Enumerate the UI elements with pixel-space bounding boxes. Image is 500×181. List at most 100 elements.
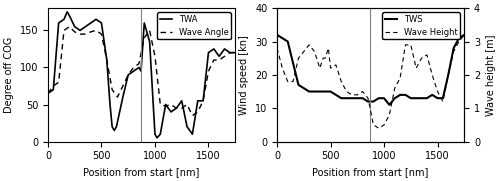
Wave Height xyxy=(333,64,339,66)
Wave Angle xyxy=(104,59,110,61)
Wave Height xyxy=(312,50,318,53)
TWS xyxy=(284,40,290,43)
TWA xyxy=(136,66,142,69)
Line: TWA: TWA xyxy=(48,12,235,138)
TWA xyxy=(112,129,117,132)
TWS xyxy=(338,97,344,99)
TWS xyxy=(424,97,430,99)
TWA xyxy=(109,126,115,128)
Wave Height xyxy=(434,90,440,93)
TWA xyxy=(88,22,94,24)
TWS xyxy=(408,97,414,99)
Wave Angle xyxy=(222,55,228,57)
Wave Angle xyxy=(125,74,131,76)
Wave Height xyxy=(365,97,371,99)
TWA xyxy=(130,70,136,72)
TWS xyxy=(397,94,403,96)
Wave Height xyxy=(301,50,307,53)
Wave Angle xyxy=(93,29,99,31)
TWA xyxy=(152,133,158,135)
TWS xyxy=(413,97,419,99)
TWA xyxy=(125,74,131,76)
Wave Angle xyxy=(184,103,190,106)
Wave Angle xyxy=(120,85,126,87)
TWS xyxy=(450,47,456,49)
Legend: TWS, Wave Height: TWS, Wave Height xyxy=(382,12,460,39)
TWS xyxy=(280,37,285,39)
TWA xyxy=(190,133,196,135)
Wave Height xyxy=(290,80,296,83)
TWA xyxy=(184,126,190,128)
TWA xyxy=(50,89,56,91)
TWA xyxy=(232,52,238,54)
Wave Angle xyxy=(88,31,94,33)
Wave Height xyxy=(354,94,360,96)
Wave Height xyxy=(392,87,398,89)
Wave Angle xyxy=(168,103,174,106)
TWS xyxy=(354,97,360,99)
TWA xyxy=(114,126,119,128)
TWS xyxy=(365,100,371,103)
Wave Angle xyxy=(98,33,104,35)
Wave Height xyxy=(402,44,408,46)
TWS xyxy=(312,90,318,93)
Wave Height xyxy=(320,57,326,59)
TWS xyxy=(328,90,334,93)
TWS xyxy=(462,34,468,36)
Wave Angle xyxy=(232,52,238,54)
Wave Angle xyxy=(66,26,72,28)
Wave Angle xyxy=(114,96,120,98)
Wave Height xyxy=(344,90,349,93)
Wave Height xyxy=(360,90,366,93)
TWS xyxy=(446,74,452,76)
Wave Height xyxy=(317,67,323,69)
Wave Height xyxy=(367,107,373,109)
TWS xyxy=(418,97,424,99)
Wave Height xyxy=(274,47,280,49)
TWA xyxy=(178,100,184,102)
Wave Height xyxy=(326,47,332,49)
Wave Height xyxy=(280,67,285,69)
Wave Height xyxy=(376,127,382,129)
TWS xyxy=(456,37,462,39)
Y-axis label: Wave height [m]: Wave height [m] xyxy=(486,34,496,116)
Wave Height xyxy=(462,34,468,36)
Wave Angle xyxy=(178,107,184,109)
Wave Angle xyxy=(50,85,56,87)
Wave Angle xyxy=(174,107,180,109)
TWS xyxy=(322,90,328,93)
TWS xyxy=(360,97,366,99)
TWA xyxy=(64,11,70,13)
TWA xyxy=(227,52,233,54)
Line: TWS: TWS xyxy=(277,35,464,105)
Line: Wave Height: Wave Height xyxy=(277,35,464,128)
TWA xyxy=(93,18,99,20)
Wave Height xyxy=(408,44,414,46)
Wave Height xyxy=(424,54,430,56)
Wave Height xyxy=(440,100,446,103)
Y-axis label: Wind speed [kn]: Wind speed [kn] xyxy=(240,35,250,115)
Wave Height xyxy=(397,77,403,79)
TWA xyxy=(104,59,110,61)
TWA xyxy=(158,133,164,135)
TWA xyxy=(168,111,174,113)
Wave Angle xyxy=(152,55,158,57)
Wave Angle xyxy=(206,70,212,72)
Wave Angle xyxy=(195,111,201,113)
Wave Angle xyxy=(45,92,51,94)
Wave Height xyxy=(284,80,290,83)
Wave Angle xyxy=(200,100,206,102)
TWA xyxy=(174,107,180,109)
TWA xyxy=(66,14,72,17)
TWA xyxy=(200,100,206,102)
Wave Angle xyxy=(56,81,62,83)
TWS xyxy=(370,100,376,103)
TWS xyxy=(367,100,373,103)
TWS xyxy=(344,97,349,99)
Wave Angle xyxy=(227,52,233,54)
TWA xyxy=(146,40,152,43)
Wave Angle xyxy=(190,115,196,117)
Wave Height xyxy=(456,40,462,43)
TWA xyxy=(45,92,51,94)
Wave Height xyxy=(446,74,452,76)
